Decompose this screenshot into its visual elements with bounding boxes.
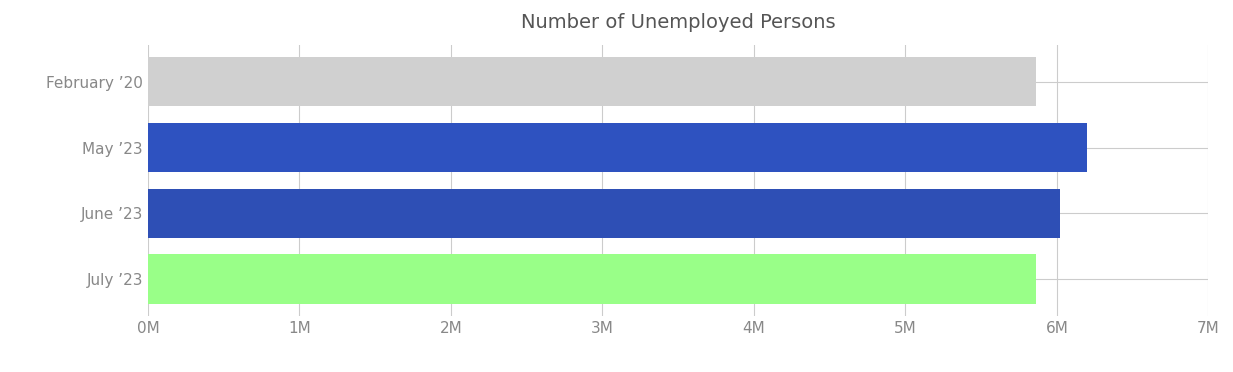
Bar bbox=[148, 123, 1088, 172]
Title: Number of Unemployed Persons: Number of Unemployed Persons bbox=[520, 13, 836, 32]
Bar bbox=[148, 57, 1036, 106]
Bar bbox=[148, 254, 1036, 304]
Bar bbox=[148, 189, 1060, 238]
